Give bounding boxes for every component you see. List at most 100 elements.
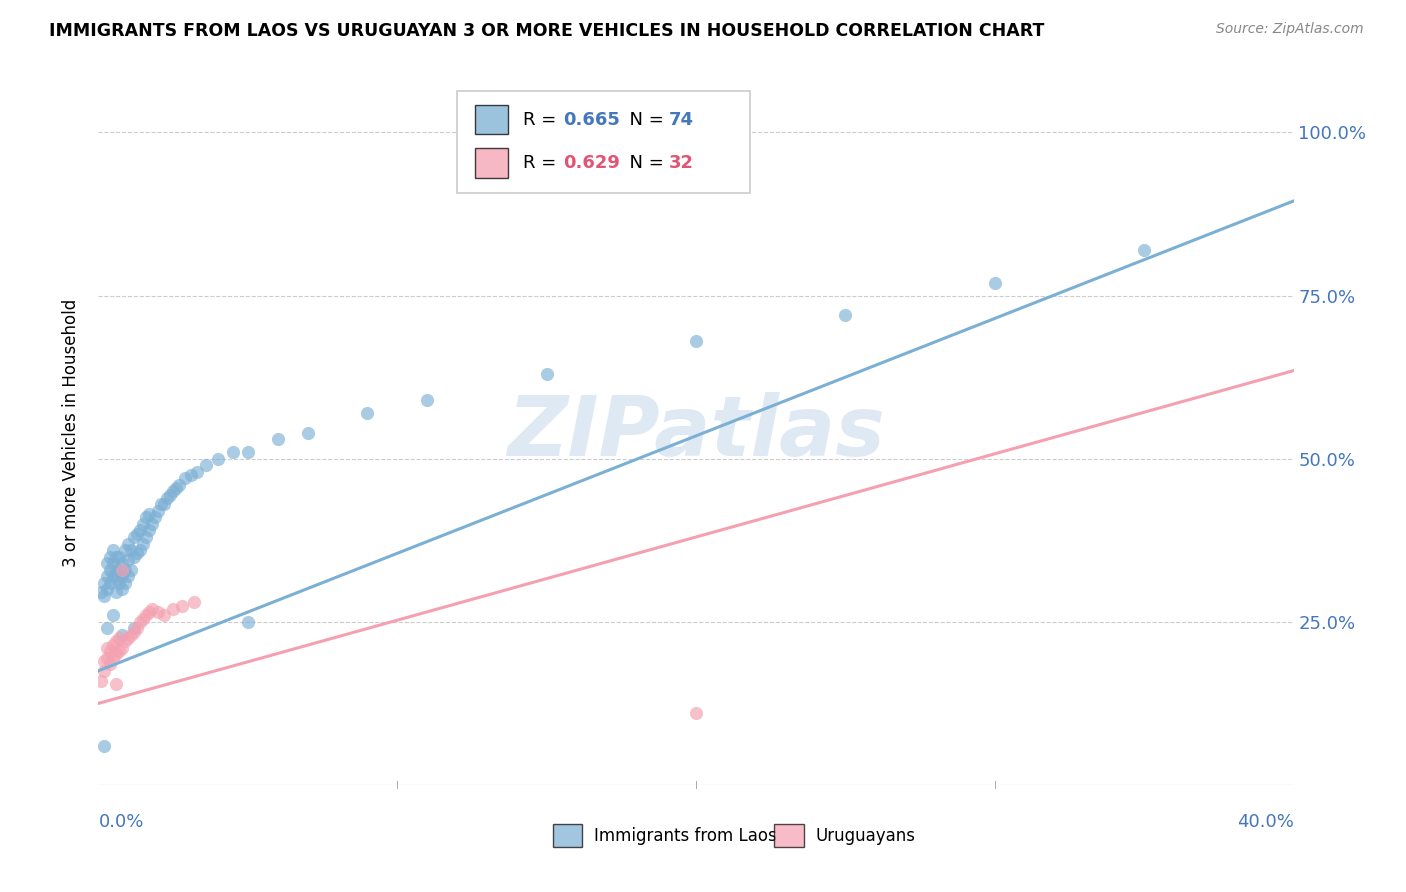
- Point: [90, 585, 112, 599]
- Point: [132, 611, 155, 625]
- Point: [93, 654, 115, 668]
- Text: 0.629: 0.629: [564, 154, 620, 172]
- Point: [356, 406, 378, 420]
- Point: [1133, 243, 1156, 257]
- Point: [297, 425, 319, 440]
- FancyBboxPatch shape: [475, 104, 509, 135]
- FancyBboxPatch shape: [475, 148, 509, 178]
- Point: [124, 530, 146, 544]
- Point: [162, 602, 184, 616]
- Point: [98, 657, 122, 672]
- Point: [114, 575, 136, 590]
- Point: [96, 650, 118, 665]
- Point: [108, 644, 131, 658]
- Point: [111, 563, 134, 577]
- Point: [685, 706, 707, 721]
- Point: [124, 621, 146, 635]
- Point: [685, 334, 707, 349]
- Point: [96, 569, 118, 583]
- Point: [195, 458, 218, 473]
- Point: [111, 628, 134, 642]
- Point: [124, 549, 146, 564]
- Point: [93, 739, 115, 753]
- Point: [180, 468, 202, 483]
- Text: 0.0%: 0.0%: [98, 814, 143, 831]
- Point: [135, 510, 157, 524]
- Y-axis label: 3 or more Vehicles in Household: 3 or more Vehicles in Household: [62, 299, 80, 566]
- Text: Immigrants from Laos: Immigrants from Laos: [595, 827, 778, 845]
- Point: [93, 575, 115, 590]
- Point: [105, 648, 128, 662]
- Point: [117, 631, 139, 645]
- Text: 32: 32: [668, 154, 693, 172]
- Point: [156, 491, 179, 505]
- Text: Source: ZipAtlas.com: Source: ZipAtlas.com: [1216, 22, 1364, 37]
- Point: [834, 308, 856, 322]
- Point: [207, 451, 229, 466]
- Point: [138, 605, 160, 619]
- Point: [105, 563, 128, 577]
- Point: [103, 543, 125, 558]
- Point: [141, 602, 163, 616]
- Point: [174, 471, 197, 485]
- Point: [159, 487, 181, 501]
- Point: [172, 599, 194, 613]
- Point: [111, 582, 134, 597]
- Point: [114, 543, 136, 558]
- Point: [96, 582, 118, 597]
- Text: 40.0%: 40.0%: [1237, 814, 1294, 831]
- Point: [236, 615, 259, 629]
- Text: R =: R =: [523, 111, 561, 128]
- Point: [114, 563, 136, 577]
- Text: R =: R =: [523, 154, 561, 172]
- Text: IMMIGRANTS FROM LAOS VS URUGUAYAN 3 OR MORE VEHICLES IN HOUSEHOLD CORRELATION CH: IMMIGRANTS FROM LAOS VS URUGUAYAN 3 OR M…: [49, 22, 1045, 40]
- Point: [105, 573, 128, 587]
- Point: [105, 549, 128, 564]
- Point: [105, 585, 128, 599]
- Point: [186, 465, 208, 479]
- Point: [153, 497, 176, 511]
- Point: [117, 536, 139, 550]
- FancyBboxPatch shape: [773, 824, 804, 847]
- Point: [108, 575, 131, 590]
- Point: [108, 563, 131, 577]
- Point: [536, 367, 558, 381]
- Point: [105, 634, 128, 648]
- Point: [148, 605, 170, 619]
- Point: [124, 624, 146, 639]
- Point: [98, 549, 122, 564]
- Point: [120, 563, 142, 577]
- Point: [93, 664, 115, 678]
- Point: [183, 595, 205, 609]
- Point: [98, 575, 122, 590]
- Point: [93, 589, 115, 603]
- Point: [148, 504, 170, 518]
- Point: [222, 445, 245, 459]
- Point: [96, 640, 118, 655]
- Point: [129, 615, 152, 629]
- FancyBboxPatch shape: [553, 824, 582, 847]
- Point: [98, 563, 122, 577]
- Point: [165, 481, 187, 495]
- Point: [167, 478, 190, 492]
- Point: [103, 569, 125, 583]
- Point: [96, 556, 118, 570]
- Point: [127, 621, 149, 635]
- Point: [103, 608, 125, 623]
- Point: [135, 530, 157, 544]
- Point: [108, 549, 131, 564]
- Point: [129, 543, 152, 558]
- Point: [127, 546, 149, 560]
- Point: [103, 556, 125, 570]
- Point: [138, 507, 160, 521]
- Point: [132, 536, 155, 550]
- Point: [132, 516, 155, 531]
- Text: 74: 74: [668, 111, 693, 128]
- Point: [984, 276, 1007, 290]
- Point: [98, 644, 122, 658]
- Point: [127, 526, 149, 541]
- Point: [103, 650, 125, 665]
- Text: N =: N =: [619, 154, 669, 172]
- Point: [111, 569, 134, 583]
- Point: [138, 524, 160, 538]
